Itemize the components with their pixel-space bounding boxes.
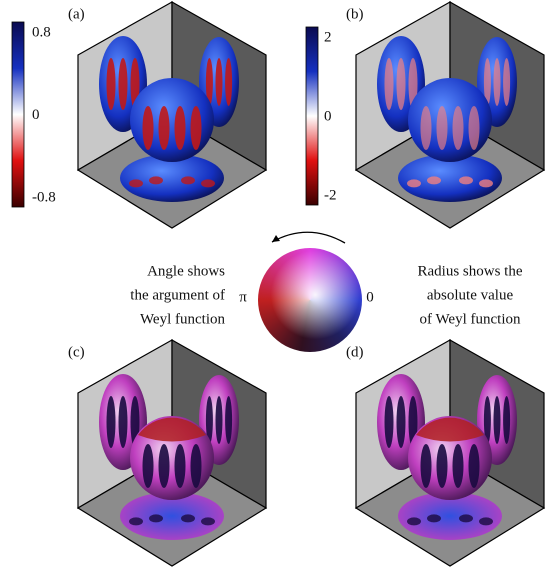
stripe	[493, 58, 501, 106]
sphere-cap	[416, 417, 484, 442]
color-wheel	[258, 248, 362, 352]
sphere	[408, 78, 492, 162]
sphere	[130, 78, 214, 162]
stripe	[106, 396, 116, 448]
stripe	[215, 396, 223, 444]
stripe	[225, 58, 233, 106]
stripe	[452, 444, 464, 488]
stripe	[118, 396, 128, 448]
angle-arrow	[271, 231, 346, 244]
arrow-head	[272, 235, 280, 242]
stripe	[452, 106, 464, 150]
stripe	[493, 396, 501, 444]
stripe	[225, 396, 233, 444]
legend-text: the argument of	[130, 287, 225, 303]
stripe	[181, 176, 195, 185]
stripe	[129, 517, 143, 526]
stripe	[427, 176, 441, 185]
stripe	[468, 444, 480, 488]
stripe	[384, 58, 394, 110]
stripe	[205, 396, 213, 444]
floor-projection	[398, 492, 502, 540]
stripe	[142, 444, 154, 488]
stripe	[174, 106, 186, 150]
stripe	[396, 396, 406, 448]
panel-label: (d)	[346, 344, 364, 360]
colorbar-tick-label: 2	[324, 29, 332, 45]
stripe	[459, 514, 473, 523]
stripe	[201, 179, 215, 188]
angle-pi: π	[239, 289, 247, 305]
stripe	[436, 106, 448, 150]
stripe	[384, 396, 394, 448]
floor-projection	[398, 154, 502, 202]
stripe	[479, 517, 493, 526]
stripe	[201, 517, 215, 526]
legend-text: absolute value	[427, 287, 514, 303]
stripe	[407, 517, 421, 526]
colorbar-tick-label: 0	[324, 108, 332, 124]
panel-label: (c)	[68, 344, 85, 360]
stripe	[215, 58, 223, 106]
floor-projection	[120, 154, 224, 202]
stripe	[503, 58, 511, 106]
stripe	[158, 444, 170, 488]
stripe	[468, 106, 480, 150]
stripe	[396, 58, 406, 110]
stripe	[174, 444, 186, 488]
legend-text: Weyl function	[140, 311, 226, 327]
legend-text: Radius shows the	[418, 263, 523, 279]
stripe	[190, 444, 202, 488]
stripe	[205, 58, 213, 106]
stripe	[106, 58, 116, 110]
colorbar-tick-label: -0.8	[32, 189, 56, 205]
panel-label: (b)	[346, 6, 364, 22]
stripe	[427, 514, 441, 523]
panel-label: (a)	[68, 6, 85, 22]
stripe	[149, 514, 163, 523]
floor-projection	[120, 492, 224, 540]
stripe	[503, 396, 511, 444]
stripe	[420, 106, 432, 150]
colorbar	[11, 21, 25, 208]
stripe	[158, 106, 170, 150]
legend-text: of Weyl function	[420, 311, 521, 327]
sphere-cap	[138, 417, 206, 442]
stripe	[181, 514, 195, 523]
stripe	[483, 396, 491, 444]
stripe	[483, 58, 491, 106]
stripe	[459, 176, 473, 185]
stripe	[129, 179, 143, 188]
stripe	[149, 176, 163, 185]
colorbar-tick-label: 0.8	[32, 24, 51, 40]
stripe	[142, 106, 154, 150]
stripe	[118, 58, 128, 110]
colorbar-tick-label: -2	[324, 187, 337, 203]
colorbar-tick-label: 0	[32, 107, 40, 123]
stripe	[190, 106, 202, 150]
stripe	[407, 179, 421, 188]
stripe	[479, 179, 493, 188]
legend-text: Angle shows	[147, 263, 225, 279]
colorbar	[305, 26, 319, 206]
angle-zero: 0	[366, 289, 374, 305]
stripe	[436, 444, 448, 488]
stripe	[420, 444, 432, 488]
